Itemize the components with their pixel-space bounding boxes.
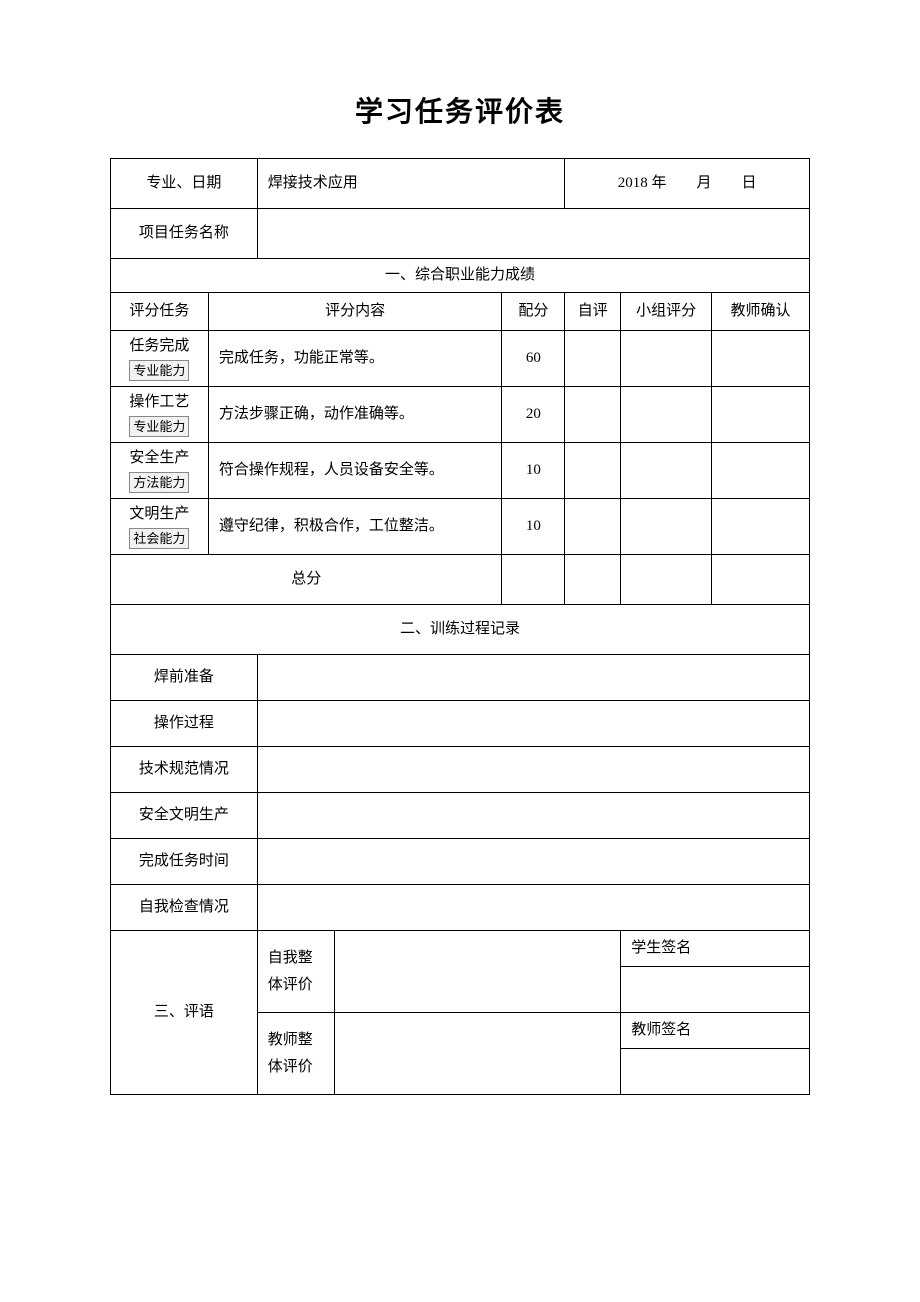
col-task: 评分任务	[111, 293, 209, 331]
table-row: 安全生产 方法能力 符合操作规程，人员设备安全等。 10	[111, 443, 810, 499]
self-cell	[565, 387, 621, 443]
task-sub: 社会能力	[129, 528, 189, 550]
task-sub: 专业能力	[129, 416, 189, 438]
project-task-value	[257, 209, 809, 259]
section2-heading: 二、训练过程记录	[111, 605, 810, 655]
content-cell: 符合操作规程，人员设备安全等。	[208, 443, 502, 499]
table-row: 操作过程	[111, 701, 810, 747]
self-cell	[565, 331, 621, 387]
task-main: 操作工艺	[129, 394, 189, 410]
table-row: 技术规范情况	[111, 747, 810, 793]
allocation-cell: 20	[502, 387, 565, 443]
table-row: 项目任务名称	[111, 209, 810, 259]
student-sig-label: 学生签名	[621, 931, 810, 967]
record-value	[257, 747, 809, 793]
major-date-label: 专业、日期	[111, 159, 258, 209]
allocation-cell: 60	[502, 331, 565, 387]
student-sig-value	[621, 967, 810, 1013]
record-value	[257, 839, 809, 885]
teacher-cell	[712, 443, 810, 499]
content-cell: 方法步骤正确，动作准确等。	[208, 387, 502, 443]
table-row: 总分	[111, 555, 810, 605]
group-cell	[621, 443, 712, 499]
content-cell: 遵守纪律，积极合作，工位整洁。	[208, 499, 502, 555]
allocation-cell: 10	[502, 443, 565, 499]
task-sub: 方法能力	[129, 472, 189, 494]
task-cell: 任务完成 专业能力	[111, 331, 209, 387]
record-label: 自我检查情况	[111, 885, 258, 931]
task-main: 文明生产	[129, 506, 189, 522]
total-self	[565, 555, 621, 605]
record-label: 操作过程	[111, 701, 258, 747]
self-cell	[565, 499, 621, 555]
task-sub: 专业能力	[129, 360, 189, 382]
record-value	[257, 793, 809, 839]
table-row: 安全文明生产	[111, 793, 810, 839]
self-cell	[565, 443, 621, 499]
task-cell: 安全生产 方法能力	[111, 443, 209, 499]
content-cell: 完成任务，功能正常等。	[208, 331, 502, 387]
evaluation-table: 专业、日期 焊接技术应用 2018 年 月 日 项目任务名称 一、综合职业能力成…	[110, 158, 810, 1095]
col-content: 评分内容	[208, 293, 502, 331]
teacher-cell	[712, 331, 810, 387]
record-label: 技术规范情况	[111, 747, 258, 793]
project-task-label: 项目任务名称	[111, 209, 258, 259]
section3-heading: 三、评语	[111, 931, 258, 1095]
table-row: 专业、日期 焊接技术应用 2018 年 月 日	[111, 159, 810, 209]
group-cell	[621, 387, 712, 443]
task-main: 任务完成	[129, 338, 189, 354]
task-main: 安全生产	[129, 450, 189, 466]
table-row: 二、训练过程记录	[111, 605, 810, 655]
total-group	[621, 555, 712, 605]
date-display: 2018 年 月 日	[565, 159, 810, 209]
record-label: 焊前准备	[111, 655, 258, 701]
col-teacher: 教师确认	[712, 293, 810, 331]
table-row: 一、综合职业能力成绩	[111, 259, 810, 293]
group-cell	[621, 499, 712, 555]
record-value	[257, 885, 809, 931]
teacher-eval-value	[334, 1013, 621, 1095]
total-label: 总分	[111, 555, 502, 605]
total-teacher	[712, 555, 810, 605]
allocation-cell: 10	[502, 499, 565, 555]
record-value	[257, 655, 809, 701]
page-title: 学习任务评价表	[110, 90, 810, 130]
table-row: 操作工艺 专业能力 方法步骤正确，动作准确等。 20	[111, 387, 810, 443]
teacher-sig-value	[621, 1049, 810, 1095]
col-group: 小组评分	[621, 293, 712, 331]
table-row: 三、评语 自我整体评价 学生签名	[111, 931, 810, 967]
col-self: 自评	[565, 293, 621, 331]
self-eval-value	[334, 931, 621, 1013]
table-row: 评分任务 评分内容 配分 自评 小组评分 教师确认	[111, 293, 810, 331]
self-eval-label: 自我整体评价	[257, 931, 334, 1013]
teacher-cell	[712, 499, 810, 555]
table-row: 文明生产 社会能力 遵守纪律，积极合作，工位整洁。 10	[111, 499, 810, 555]
record-value	[257, 701, 809, 747]
teacher-cell	[712, 387, 810, 443]
teacher-sig-label: 教师签名	[621, 1013, 810, 1049]
record-label: 完成任务时间	[111, 839, 258, 885]
table-row: 焊前准备	[111, 655, 810, 701]
teacher-eval-label: 教师整体评价	[257, 1013, 334, 1095]
task-cell: 操作工艺 专业能力	[111, 387, 209, 443]
table-row: 自我检查情况	[111, 885, 810, 931]
major-value: 焊接技术应用	[257, 159, 565, 209]
table-row: 任务完成 专业能力 完成任务，功能正常等。 60	[111, 331, 810, 387]
table-row: 完成任务时间	[111, 839, 810, 885]
col-allocation: 配分	[502, 293, 565, 331]
record-label: 安全文明生产	[111, 793, 258, 839]
section1-heading: 一、综合职业能力成绩	[111, 259, 810, 293]
total-allocation	[502, 555, 565, 605]
group-cell	[621, 331, 712, 387]
task-cell: 文明生产 社会能力	[111, 499, 209, 555]
